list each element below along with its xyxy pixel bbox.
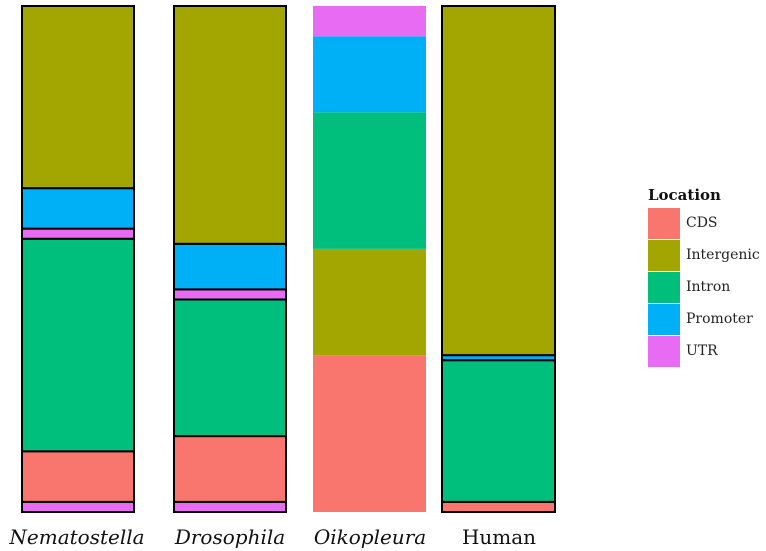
legend-item-cds: CDS	[648, 208, 721, 240]
bar-segment-nematostella-intron-2	[21, 237, 135, 453]
x-tick-label-nematostella: Nematostella	[9, 525, 145, 549]
legend-item-intergenic: Intergenic	[648, 240, 760, 272]
legend-item-promoter: Promoter	[648, 304, 753, 336]
legend-item-utr: UTR	[648, 336, 721, 368]
legend-swatch-intron	[648, 272, 680, 303]
legend-swatch-utr	[648, 336, 680, 367]
bar-segment-drosophila-intron-2	[173, 298, 287, 438]
bar-segment-drosophila-intergenic-5	[173, 5, 287, 245]
bar-segment-oikopleura-intron-2	[313, 112, 426, 249]
bar-segment-nematostella-promoter-4	[21, 187, 135, 230]
legend: Location CDS Intergenic Intron Promoter …	[648, 186, 760, 368]
bar-segment-oikopleura-promoter-3	[313, 36, 426, 113]
legend-label-intergenic: Intergenic	[686, 247, 760, 263]
bar-segment-drosophila-promoter-4	[173, 242, 287, 291]
bar-segment-oikopleura-cds-0	[313, 355, 426, 512]
bar-segment-oikopleura-intergenic-1	[313, 248, 426, 356]
legend-item-intron: Intron	[648, 272, 730, 304]
bar-segment-nematostella-cds-1	[21, 450, 135, 503]
x-tick-label-human: Human	[461, 525, 537, 549]
bar-segment-nematostella-intergenic-5	[21, 5, 135, 190]
legend-label-utr: UTR	[686, 343, 718, 359]
legend-swatch-intergenic	[648, 240, 680, 271]
legend-label-promoter: Promoter	[686, 311, 753, 327]
bar-segment-drosophila-utr-3	[173, 288, 287, 301]
x-tick-label-oikopleura: Oikopleura	[313, 525, 427, 549]
bar-segment-human-cds-0	[441, 500, 556, 514]
bar-segment-nematostella-utr-3	[21, 227, 135, 240]
bar-segment-oikopleura-utr-4	[313, 6, 426, 37]
legend-swatch-cds	[648, 208, 680, 239]
bar-segment-drosophila-utr-0	[173, 500, 287, 514]
bar-segment-drosophila-cds-1	[173, 435, 287, 503]
legend-swatch-promoter	[648, 304, 680, 335]
legend-label-cds: CDS	[686, 215, 718, 231]
x-tick-label-drosophila: Drosophila	[174, 525, 286, 549]
bar-segment-human-intergenic-3	[441, 5, 556, 357]
bar-segment-nematostella-utr-0	[21, 500, 135, 514]
legend-label-intron: Intron	[686, 279, 731, 295]
bar-segment-human-intron-1	[441, 359, 556, 503]
legend-title: Location	[648, 186, 721, 204]
